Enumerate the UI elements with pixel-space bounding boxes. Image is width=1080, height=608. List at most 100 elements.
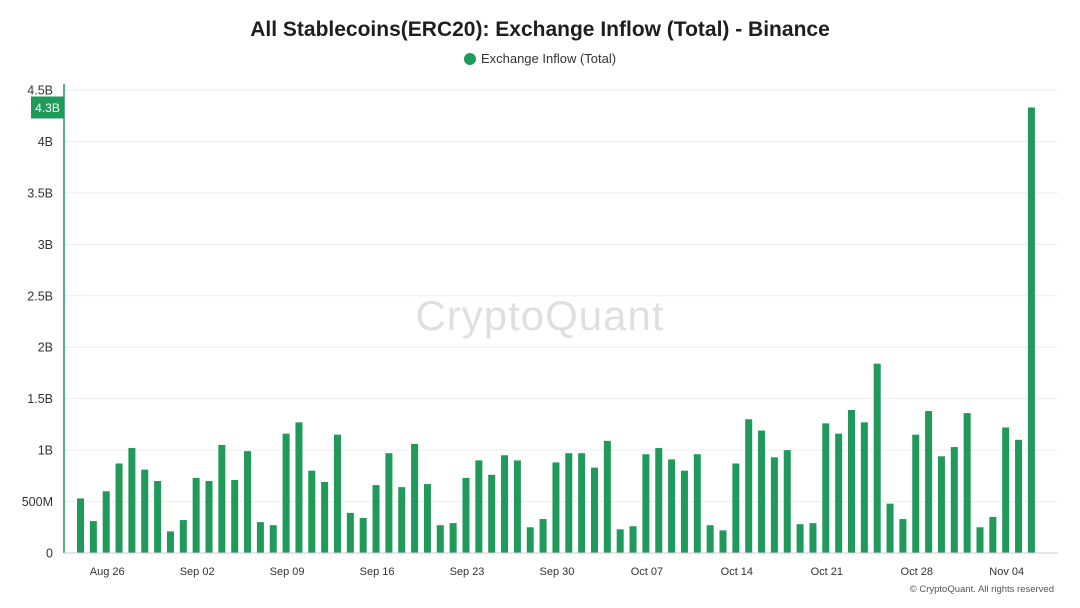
bar [976, 527, 984, 553]
bar [539, 519, 547, 553]
bar [848, 409, 855, 553]
x-tick-label: Sep 09 [270, 566, 305, 578]
bar [706, 525, 714, 553]
bar [989, 516, 997, 553]
copyright-footer: © CryptoQuant. All rights reserved [909, 584, 1054, 595]
bar [475, 460, 483, 553]
y-axis: 0 500M 1B 1.5B 2B 2.5B 3B 3.5B 4B 4.5B [22, 84, 1058, 561]
bar [552, 462, 560, 553]
bar [1015, 439, 1023, 553]
y-tick-label: 4.5B [27, 84, 53, 98]
bar [115, 463, 123, 553]
bar [565, 453, 573, 553]
bar [835, 433, 843, 553]
bar [1027, 107, 1035, 553]
x-tick-label: Nov 04 [989, 566, 1024, 578]
bar [860, 422, 868, 553]
bar [269, 525, 277, 553]
bar [578, 453, 586, 553]
y-tick-label: 3B [38, 238, 53, 252]
bar [231, 479, 239, 553]
bar [655, 448, 663, 553]
bar [629, 526, 637, 553]
bar [950, 447, 958, 553]
grid-lines [64, 89, 1058, 503]
bar [745, 419, 753, 553]
bar [783, 450, 791, 553]
bar [1002, 427, 1010, 553]
bar [899, 519, 907, 553]
x-tick-label: Aug 26 [90, 566, 125, 578]
legend-marker [463, 52, 476, 65]
bar [154, 480, 162, 553]
chart-title: All Stablecoins(ERC20): Exchange Inflow … [250, 18, 830, 41]
bar [372, 485, 380, 553]
bar [346, 512, 354, 553]
bar [141, 469, 149, 553]
x-tick-label: Oct 07 [631, 566, 663, 578]
bar [462, 477, 470, 553]
bar [770, 457, 778, 553]
bar [886, 503, 894, 553]
bar [77, 498, 84, 553]
bar [282, 433, 290, 553]
bar [603, 440, 611, 553]
bar [693, 454, 701, 553]
x-tick-label: Sep 23 [450, 566, 485, 578]
bar [256, 522, 264, 553]
y-tick-label: 1B [38, 444, 53, 458]
bar [758, 430, 766, 553]
bar [668, 459, 676, 553]
bar [501, 455, 509, 553]
bar [385, 453, 393, 553]
bar [166, 531, 174, 553]
bar [436, 525, 444, 553]
current-value-label: 4.3B [35, 101, 60, 115]
legend[interactable]: Exchange Inflow (Total) [0, 51, 1080, 66]
bar [809, 523, 817, 553]
bar [925, 411, 933, 553]
y-tick-label: 1.5B [27, 392, 53, 406]
bar [526, 527, 534, 553]
bar [244, 451, 252, 553]
bar [642, 454, 650, 553]
bar [513, 460, 521, 553]
x-tick-label: Sep 16 [360, 566, 395, 578]
bar [218, 444, 226, 553]
bar [308, 470, 316, 553]
legend-label: Exchange Inflow (Total) [480, 51, 617, 66]
bar [449, 523, 457, 553]
bar [912, 434, 920, 553]
bar [796, 524, 804, 553]
bar [179, 520, 187, 553]
bar [680, 470, 688, 553]
bar [411, 443, 419, 553]
bar [822, 423, 830, 553]
bar [102, 491, 110, 553]
bar [334, 434, 341, 553]
bar [192, 477, 200, 553]
current-value-badge [31, 96, 64, 119]
x-tick-label: Sep 02 [180, 566, 215, 578]
y-tick-label: 500M [22, 495, 53, 509]
watermark: CryptoQuant [415, 292, 665, 339]
bar [321, 482, 329, 553]
bar [295, 422, 303, 553]
bar [873, 363, 881, 553]
bar [205, 480, 213, 553]
x-axis: Aug 26 Sep 02 Sep 09 Sep 16 Sep 23 Sep 30 Oct … [90, 566, 1024, 578]
bar [398, 487, 406, 553]
bar [719, 530, 727, 553]
x-tick-label: Oct 21 [811, 566, 843, 578]
y-tick-label: 2.5B [27, 289, 53, 303]
bar [732, 463, 740, 553]
bar [963, 413, 971, 553]
bar [488, 474, 496, 553]
y-tick-label: 2B [38, 341, 53, 355]
current-value-marker: 4.3B [31, 96, 64, 119]
y-tick-label: 0 [46, 547, 53, 561]
bar [937, 456, 945, 553]
x-tick-label: Sep 30 [540, 566, 575, 578]
